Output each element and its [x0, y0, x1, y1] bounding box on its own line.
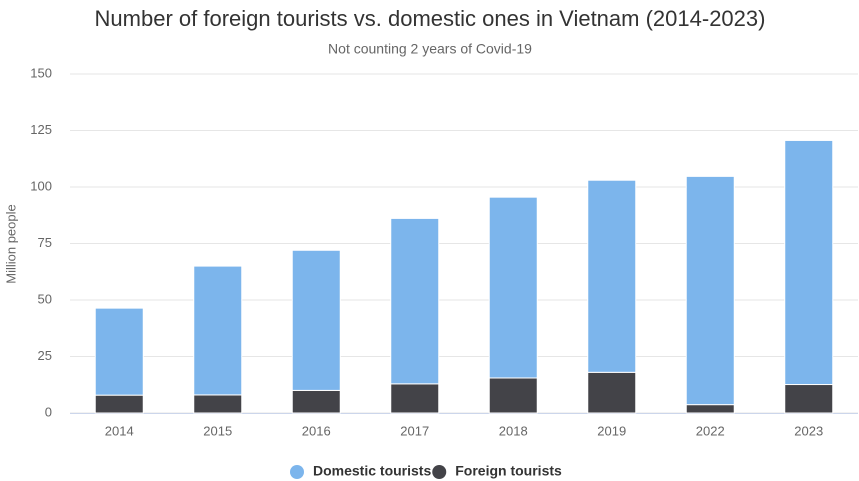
bar-segment	[587, 179, 637, 373]
bar-segment	[685, 175, 735, 406]
bar-segment	[193, 265, 243, 396]
bar-segment	[488, 196, 538, 379]
bar-segment	[94, 394, 144, 414]
x-tick-label: 2014	[105, 423, 134, 438]
bar-segment	[587, 371, 637, 414]
x-tick-label: 2022	[696, 423, 725, 438]
chart-title: Number of foreign tourists vs. domestic …	[95, 6, 766, 31]
y-tick-label: 125	[30, 122, 52, 137]
y-tick-label: 50	[38, 291, 52, 306]
x-tick-label: 2018	[499, 423, 528, 438]
bar-segment	[94, 307, 144, 396]
x-tick-label: 2023	[794, 423, 823, 438]
legend-label: Foreign tourists	[455, 463, 562, 479]
bar-segment	[291, 249, 341, 391]
x-tick-label: 2015	[203, 423, 232, 438]
y-tick-label: 150	[30, 65, 52, 80]
bar-segment	[784, 139, 834, 386]
y-tick-label: 25	[38, 348, 52, 363]
bar-segment	[685, 404, 735, 414]
bar-segment	[488, 377, 538, 414]
x-tick-label: 2019	[597, 423, 626, 438]
bar-segment	[390, 383, 440, 414]
bar-segment	[291, 389, 341, 414]
bar-segment	[390, 217, 440, 385]
legend-marker	[290, 465, 304, 479]
y-tick-label: 100	[30, 178, 52, 193]
bar-segment	[784, 384, 834, 414]
legend-marker	[432, 465, 447, 479]
bar-segment	[193, 394, 243, 414]
x-tick-label: 2017	[400, 423, 429, 438]
x-tick-label: 2016	[302, 423, 331, 438]
legend-label: Domestic tourists	[313, 463, 431, 479]
y-tick-label: 75	[38, 235, 52, 250]
y-axis-label: Million people	[3, 204, 18, 284]
chart-subtitle: Not counting 2 years of Covid-19	[328, 41, 532, 57]
y-tick-label: 0	[45, 404, 52, 419]
